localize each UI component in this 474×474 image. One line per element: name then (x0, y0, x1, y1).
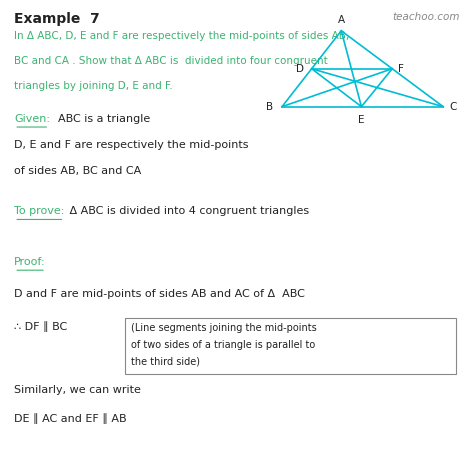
Text: Similarly, we can write: Similarly, we can write (14, 385, 141, 395)
Text: E: E (358, 115, 365, 125)
Text: B: B (266, 101, 273, 112)
Text: Proof:: Proof: (14, 257, 46, 267)
Text: ABC is a triangle: ABC is a triangle (51, 114, 150, 124)
Text: the third side): the third side) (131, 357, 201, 367)
Text: teachoo.com: teachoo.com (392, 12, 460, 22)
Text: D, E and F are respectively the mid-points: D, E and F are respectively the mid-poin… (14, 140, 249, 150)
Text: triangles by joining D, E and F.: triangles by joining D, E and F. (14, 81, 173, 91)
Text: To prove:: To prove: (14, 206, 64, 216)
Text: ∴ DF ∥ BC: ∴ DF ∥ BC (14, 321, 67, 332)
Text: of two sides of a triangle is parallel to: of two sides of a triangle is parallel t… (131, 340, 316, 350)
Text: C: C (449, 101, 456, 112)
Text: of sides AB, BC and CA: of sides AB, BC and CA (14, 166, 141, 176)
FancyBboxPatch shape (125, 318, 456, 374)
Text: F: F (398, 64, 404, 74)
Text: In Δ ABC, D, E and F are respectively the mid-points of sides AB,: In Δ ABC, D, E and F are respectively th… (14, 31, 349, 41)
Text: A: A (337, 15, 345, 25)
Text: Example  7: Example 7 (14, 12, 100, 26)
Text: D: D (296, 64, 304, 74)
Text: D and F are mid-points of sides AB and AC of Δ  ABC: D and F are mid-points of sides AB and A… (14, 289, 305, 299)
Text: Given:: Given: (14, 114, 50, 124)
Text: BC and CA . Show that Δ ABC is  divided into four congruent: BC and CA . Show that Δ ABC is divided i… (14, 56, 328, 66)
Text: (Line segments joining the mid-points: (Line segments joining the mid-points (131, 323, 317, 333)
Text: Δ ABC is divided into 4 congruent triangles: Δ ABC is divided into 4 congruent triang… (66, 206, 309, 216)
Text: DE ∥ AC and EF ∥ AB: DE ∥ AC and EF ∥ AB (14, 413, 127, 424)
